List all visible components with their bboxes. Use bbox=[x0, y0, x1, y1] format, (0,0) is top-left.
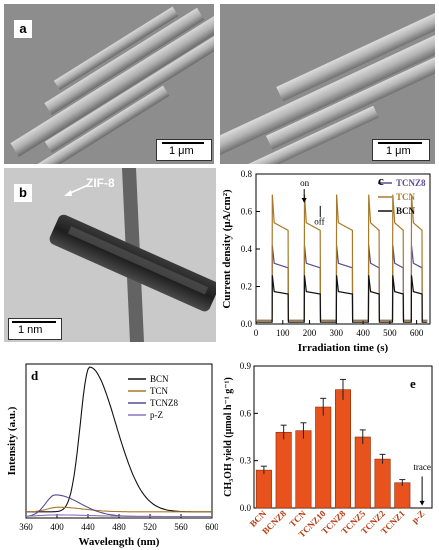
y-tick-label: 0.3 bbox=[240, 456, 252, 466]
scale-bar-box-tem bbox=[8, 318, 62, 340]
bar-bcn bbox=[255, 469, 272, 509]
x-axis-label: Wavelength (nm) bbox=[79, 536, 160, 548]
scale-label-left: 1 μm bbox=[169, 145, 194, 157]
panel-letter-d: d bbox=[31, 368, 39, 383]
chart-photocurrent: 0 100 200 300 400 500 600 0.0 0.2 0.4 0.6 0.8 Irradi… bbox=[218, 166, 436, 356]
x-tick-label: 200 bbox=[303, 328, 317, 338]
y-tick-label: 0.0 bbox=[241, 319, 253, 329]
y-axis-label: Current density (μA/cm²) bbox=[221, 189, 233, 309]
y-axis-label: Intensity (a.u.) bbox=[6, 406, 18, 475]
tem-image: b ZIF-8 1 nm bbox=[4, 168, 216, 342]
tem-texture bbox=[49, 168, 216, 342]
x-tick-label: 360 bbox=[19, 522, 33, 532]
x-tick-label: 440 bbox=[81, 522, 95, 532]
scale-label-tem: 1 nm bbox=[18, 324, 43, 336]
bar-tcnz8 bbox=[334, 389, 352, 509]
annotation-arrowhead-on bbox=[301, 198, 307, 203]
scale-bar-right bbox=[378, 142, 422, 144]
scale-label-right: 1 μm bbox=[386, 145, 411, 157]
series-line-bcn bbox=[256, 275, 428, 323]
scale-bar-box-left bbox=[156, 139, 212, 161]
bar-tcnz1 bbox=[394, 482, 411, 509]
zif8-label: ZIF-8 bbox=[86, 176, 115, 190]
series-line-p-z bbox=[26, 514, 212, 518]
annotation-arrowhead-trace bbox=[419, 500, 425, 506]
y-tick-label: 0.8 bbox=[241, 169, 253, 179]
x-tick-label: 300 bbox=[330, 328, 344, 338]
x-tick-label: 100 bbox=[276, 328, 290, 338]
bar-tcnz2 bbox=[374, 458, 391, 509]
legend-label: TCN bbox=[396, 192, 416, 202]
x-tick-label: 400 bbox=[356, 328, 370, 338]
series-line-tcn bbox=[26, 506, 212, 513]
y-tick-label: 0.4 bbox=[241, 244, 253, 254]
x-axis-label: Irradiation time (s) bbox=[298, 342, 389, 354]
annotation-on: on bbox=[300, 178, 310, 188]
x-tick-label: 400 bbox=[50, 522, 64, 532]
chart-pl-spectra: 360 400 440 480 520 560 600 Wavelength (nm) Inte… bbox=[4, 358, 218, 548]
scale-bar-box-right bbox=[372, 139, 430, 161]
x-tick-label: 520 bbox=[143, 522, 157, 532]
x-tick-label: 600 bbox=[410, 328, 424, 338]
sem-image-right: 1 μm bbox=[220, 4, 435, 164]
annotation-trace: trace bbox=[413, 462, 430, 472]
scale-bar-left bbox=[162, 142, 204, 144]
panel-letter-e: e bbox=[410, 376, 416, 391]
y-tick-label: 0.0 bbox=[240, 503, 252, 513]
y-tick-label: 0.6 bbox=[240, 408, 252, 418]
legend-label: TCNZ8 bbox=[150, 398, 178, 408]
y-tick-label: 0.2 bbox=[241, 282, 252, 292]
sem-texture-left bbox=[10, 6, 214, 164]
series-line-tcn bbox=[256, 194, 428, 321]
x-tick-label: 600 bbox=[205, 522, 218, 532]
x-tick-label: 560 bbox=[174, 522, 188, 532]
legend-label: BCN bbox=[396, 206, 416, 216]
y-axis-label: CH₃OH yield (μmol h⁻¹ g⁻¹) bbox=[223, 377, 234, 497]
zif8-arrow bbox=[64, 184, 89, 196]
x-tick-label: 500 bbox=[383, 328, 397, 338]
bar-tcn bbox=[295, 430, 312, 509]
bar-tcnz10 bbox=[315, 406, 332, 509]
legend-label: BCN bbox=[150, 374, 169, 384]
legend-label: p-Z bbox=[150, 410, 163, 420]
panel-letter-c: c bbox=[378, 173, 384, 188]
panel-letter-a: a bbox=[14, 20, 32, 38]
scale-bar-tem bbox=[12, 321, 56, 323]
bar-bcnz8 bbox=[275, 431, 292, 509]
panel-letter-b: b bbox=[14, 184, 32, 202]
annotation-off: off bbox=[314, 217, 324, 227]
legend-label: TCNZ8 bbox=[396, 178, 426, 188]
sem-image-left: a 1 μm bbox=[4, 4, 214, 164]
y-tick-label: 0.6 bbox=[241, 207, 253, 217]
y-tick-label: 0.9 bbox=[240, 361, 252, 371]
legend-label: TCN bbox=[150, 386, 169, 396]
x-tick-label: 0 bbox=[254, 328, 259, 338]
bar-tcnz5 bbox=[354, 436, 371, 509]
sem-texture-right bbox=[220, 10, 435, 164]
x-tick-label: 480 bbox=[112, 522, 126, 532]
